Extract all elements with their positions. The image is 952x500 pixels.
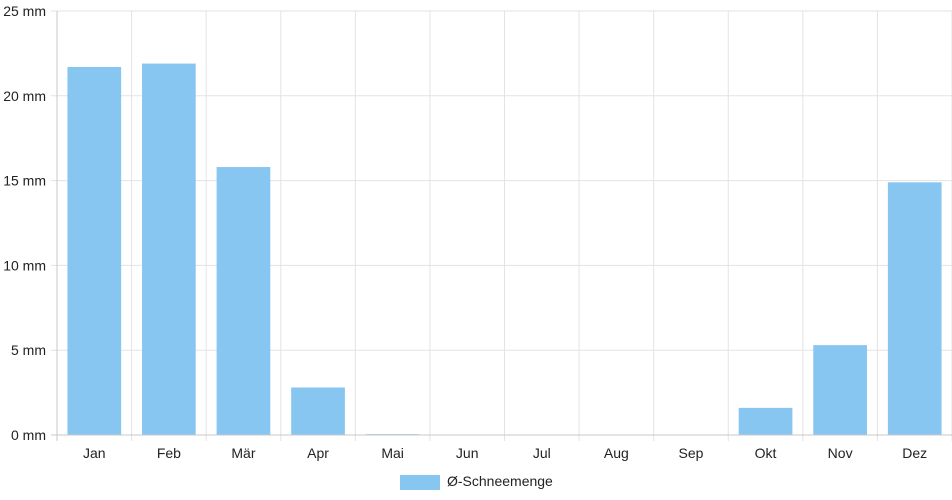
legend[interactable]: Ø-Schneemenge — [400, 473, 553, 490]
bar-mär[interactable] — [216, 167, 271, 436]
x-tick-label: Mai — [381, 445, 404, 461]
x-tick-label: Nov — [828, 445, 853, 461]
x-axis-labels: Jan Feb Mär Apr Mai Jun Jul Aug Sep Okt Nov Dez — [83, 445, 927, 461]
y-tick-label: 0 mm — [11, 427, 46, 443]
x-tick-label: Feb — [157, 445, 181, 461]
grid-lines — [51, 10, 952, 441]
legend-swatch[interactable] — [400, 475, 440, 490]
bar-feb[interactable] — [142, 63, 196, 436]
legend-label[interactable]: Ø-Schneemenge — [447, 473, 553, 489]
x-tick-label: Apr — [307, 445, 329, 461]
x-tick-label: Jul — [533, 445, 551, 461]
bar-okt[interactable] — [738, 407, 793, 435]
x-tick-label: Jun — [456, 445, 479, 461]
y-tick-label: 10 mm — [3, 257, 46, 273]
x-tick-label: Mär — [231, 445, 255, 461]
y-tick-label: 25 mm — [3, 3, 46, 19]
bar-apr[interactable] — [291, 387, 345, 435]
y-axis-labels: 0 mm 5 mm 10 mm 15 mm 20 mm 25 mm — [3, 3, 46, 443]
axes — [51, 11, 952, 441]
y-tick-label: 15 mm — [3, 173, 46, 189]
bar-dez[interactable] — [887, 182, 942, 435]
bar-nov[interactable] — [813, 345, 867, 435]
y-tick-label: 20 mm — [3, 88, 46, 104]
x-tick-label: Aug — [604, 445, 629, 461]
x-tick-label: Sep — [678, 445, 703, 461]
bar-jan[interactable] — [67, 66, 122, 435]
x-tick-label: Jan — [83, 445, 106, 461]
x-tick-label: Dez — [902, 445, 927, 461]
x-tick-label: Okt — [755, 445, 777, 461]
y-tick-label: 5 mm — [11, 342, 46, 358]
bars — [67, 63, 942, 436]
